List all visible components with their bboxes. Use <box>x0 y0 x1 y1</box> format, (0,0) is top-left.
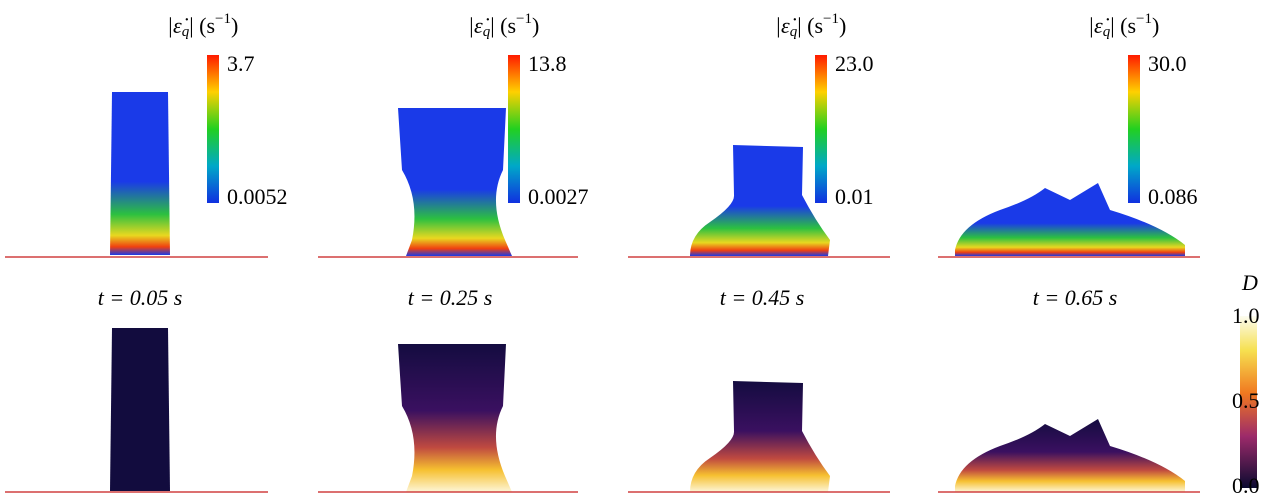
label-sub: q <box>790 24 798 40</box>
label-part: ) <box>1152 13 1159 38</box>
specimen-strain-rate <box>955 183 1185 256</box>
colorbar-min: 0.0027 <box>528 184 589 209</box>
label-sup: −1 <box>215 11 231 27</box>
label-part: ) <box>839 13 846 38</box>
colorbar-label: |ε̇q| (s−1) <box>775 11 846 40</box>
label-part: | (s <box>490 13 516 38</box>
label-part: | (s <box>189 13 215 38</box>
specimen-damage <box>110 328 170 491</box>
colorbar <box>207 55 219 203</box>
specimen-strain-rate <box>690 145 830 256</box>
label-part: ) <box>532 13 539 38</box>
label-sup: −1 <box>516 11 532 27</box>
specimen-damage <box>398 344 512 492</box>
colorbar-max: 30.0 <box>1148 51 1187 76</box>
specimen-damage <box>690 381 830 492</box>
damage-tick-label: 1.0 <box>1232 303 1260 328</box>
damage-tick-label: 0.0 <box>1232 473 1260 497</box>
damage-label: D <box>1241 270 1258 295</box>
colorbar-min: 0.0052 <box>227 184 288 209</box>
colorbar-max: 13.8 <box>528 51 567 76</box>
label-sub: q <box>483 24 491 40</box>
colorbar-max: 3.7 <box>227 51 255 76</box>
damage-tick-label: 0.5 <box>1232 388 1260 413</box>
colorbar <box>1128 55 1140 203</box>
time-label: t = 0.05 s <box>98 285 183 310</box>
specimen-strain-rate <box>398 108 512 256</box>
label-sup: −1 <box>1136 11 1152 27</box>
label-sub: q <box>1103 24 1111 40</box>
colorbar <box>815 55 827 203</box>
colorbar-label: |ε̇q| (s−1) <box>167 11 238 40</box>
label-part: | (s <box>1110 13 1136 38</box>
colorbar <box>508 55 520 203</box>
colorbar-label: |ε̇q| (s−1) <box>468 11 539 40</box>
colorbar-max: 23.0 <box>835 51 874 76</box>
specimen-damage <box>955 419 1185 492</box>
colorbar-min: 0.086 <box>1148 184 1198 209</box>
label-sub: q <box>182 24 190 40</box>
time-label: t = 0.25 s <box>408 285 493 310</box>
label-sup: −1 <box>823 11 839 27</box>
colorbar-label: |ε̇q| (s−1) <box>1088 11 1159 40</box>
time-label: t = 0.45 s <box>720 285 805 310</box>
label-part: | (s <box>797 13 823 38</box>
time-label: t = 0.65 s <box>1033 285 1118 310</box>
colorbar-min: 0.01 <box>835 184 874 209</box>
label-part: ) <box>231 13 238 38</box>
damage-colorbar <box>1240 316 1257 488</box>
specimen-strain-rate <box>110 92 170 255</box>
